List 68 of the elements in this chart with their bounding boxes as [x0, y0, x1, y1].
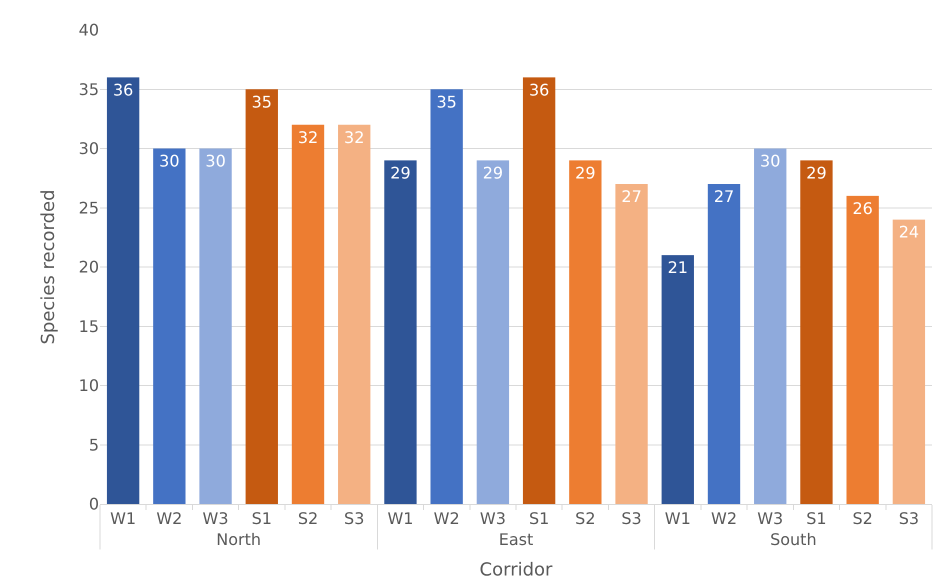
y-tick-label: 35: [78, 80, 99, 99]
y-tick-label: 0: [88, 494, 99, 514]
bar: [246, 89, 278, 504]
bar: [292, 124, 324, 504]
x-tick-label: W2: [711, 509, 737, 528]
bar: [153, 148, 186, 504]
bar: [338, 124, 370, 504]
bar: [800, 160, 833, 504]
data-label: 30: [760, 152, 780, 170]
text: South: [770, 530, 817, 550]
data-label: 29: [575, 163, 596, 182]
data-label: 32: [298, 128, 318, 147]
data-label: 26: [852, 198, 873, 218]
y-tick-label: 20: [78, 258, 99, 277]
data-label: 29: [390, 163, 411, 182]
data-label: 27: [714, 187, 734, 206]
text: East: [498, 530, 534, 550]
data-label: 32: [344, 128, 364, 147]
data-label: 35: [252, 92, 272, 112]
data-label: 30: [159, 152, 180, 170]
x-tick-label: W1: [664, 509, 691, 528]
bar: [384, 160, 417, 504]
bar: [430, 89, 463, 504]
x-tick-label: S2: [852, 509, 873, 528]
bar: [846, 196, 879, 504]
x-axis-title: Corridor: [480, 560, 554, 579]
x-tick-label: S3: [898, 509, 920, 528]
data-label: 29: [806, 163, 827, 182]
x-tick-label: S3: [621, 509, 642, 528]
x-tick-label: S2: [575, 509, 596, 528]
text: North: [216, 530, 262, 550]
y-tick-label: 30: [78, 139, 99, 158]
y-tick-label: 25: [78, 198, 99, 218]
x-tick-label: S1: [252, 509, 272, 528]
x-tick-label: W1: [387, 509, 414, 528]
data-label: 30: [205, 152, 226, 170]
bar: [662, 255, 694, 504]
bar: [106, 77, 140, 504]
x-tick-label: S1: [806, 509, 827, 528]
bar: [569, 160, 602, 504]
x-tick-label: W3: [757, 509, 784, 528]
x-tick-label: W3: [480, 509, 506, 528]
data-label: 24: [898, 222, 920, 242]
x-tick-label: W2: [156, 509, 182, 528]
x-tick-label: S2: [298, 509, 318, 528]
data-label: 36: [112, 80, 134, 100]
data-label: 21: [668, 258, 688, 278]
bar: [754, 148, 786, 504]
bar: [708, 184, 740, 504]
data-label: 27: [621, 187, 642, 206]
bar: [476, 160, 510, 504]
y-axis-title: Species recorded: [38, 190, 59, 344]
x-tick-label: W3: [202, 509, 229, 528]
bar: [615, 184, 648, 504]
y-tick-label: 10: [78, 376, 99, 396]
data-label: 36: [528, 80, 550, 100]
x-tick-label: W2: [434, 509, 460, 528]
bar: [892, 220, 926, 504]
x-tick-label: W1: [110, 509, 136, 528]
data-label: 35: [436, 92, 457, 112]
x-tick-label: S1: [528, 509, 550, 528]
bar: [522, 77, 556, 504]
x-tick-label: S3: [344, 509, 364, 528]
y-tick-label: 5: [88, 435, 99, 454]
y-tick-label: 15: [78, 316, 99, 336]
y-tick-label: 40: [78, 20, 99, 40]
data-label: 29: [482, 163, 504, 182]
bar: [199, 148, 232, 504]
